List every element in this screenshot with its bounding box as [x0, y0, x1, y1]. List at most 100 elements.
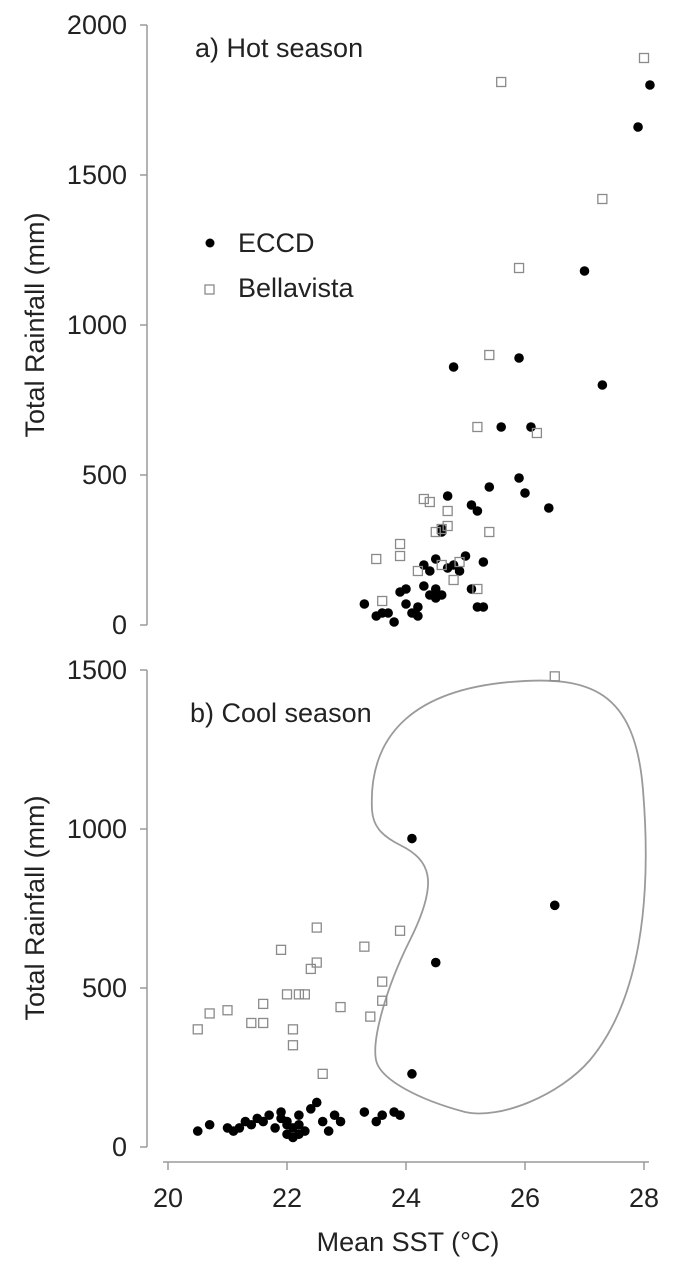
- data-point-eccd: [419, 581, 429, 591]
- data-point-bellavista: [293, 989, 305, 1000]
- data-point-eccd: [359, 1107, 370, 1117]
- data-point-eccd: [442, 491, 453, 501]
- data-point-eccd: [264, 1110, 274, 1120]
- data-point-eccd: [520, 488, 530, 498]
- data-point-bellavista: [258, 1017, 269, 1029]
- data-point-eccd: [413, 602, 423, 612]
- y-tick-label: 0: [112, 1132, 127, 1162]
- data-point-bellavista: [484, 349, 495, 361]
- data-point-eccd: [436, 524, 447, 534]
- data-point-eccd: [472, 506, 483, 516]
- legend-label-bellavista: Bellavista: [238, 273, 355, 303]
- data-point-eccd: [466, 500, 477, 510]
- data-point-bellavista: [496, 76, 507, 88]
- data-point-bellavista: [454, 556, 465, 568]
- y-ticks-b: 0 500 1000 1500: [67, 655, 147, 1162]
- data-point-bellavista: [275, 944, 287, 955]
- plot-points-b: [192, 671, 560, 1143]
- data-point-bellavista: [394, 550, 406, 562]
- data-point-bellavista: [377, 976, 388, 987]
- y-tick-label: 1000: [67, 814, 127, 844]
- panel-title-b: b) Cool season: [190, 698, 372, 728]
- data-point-eccd: [294, 1129, 304, 1140]
- data-point-bellavista: [335, 1001, 346, 1013]
- y-tick-label: 2000: [67, 10, 127, 40]
- data-point-eccd: [544, 503, 554, 513]
- x-tick-label: 28: [629, 1183, 659, 1213]
- high-sst-outline: [371, 679, 647, 1115]
- data-point-bellavista: [430, 526, 441, 538]
- data-point-eccd: [460, 551, 471, 561]
- data-point-bellavista: [472, 421, 483, 433]
- data-point-bellavista: [448, 574, 459, 586]
- data-point-bellavista: [365, 1011, 376, 1022]
- y-tick-label: 500: [82, 973, 127, 1003]
- data-point-eccd: [371, 1116, 382, 1127]
- y-tick-label: 0: [112, 610, 127, 640]
- data-point-eccd: [645, 80, 655, 90]
- data-point-eccd: [294, 1119, 304, 1130]
- data-point-bellavista: [317, 1068, 328, 1080]
- y-ticks-a: 0 500 1000 1500 2000: [67, 10, 147, 640]
- data-point-eccd: [466, 584, 477, 594]
- data-point-bellavista: [222, 1005, 233, 1016]
- data-point-eccd: [436, 590, 447, 600]
- data-point-bellavista: [204, 1008, 215, 1019]
- panel-cool-season: 0 500 1000 1500 20 22 24 26 28 b) Cool season T…: [20, 655, 659, 1257]
- data-point-eccd: [317, 1116, 328, 1127]
- data-point-eccd: [359, 599, 370, 609]
- data-point-eccd: [407, 1069, 417, 1079]
- x-tick-label: 20: [153, 1183, 183, 1213]
- data-point-eccd: [395, 1110, 405, 1120]
- data-point-eccd: [549, 900, 560, 911]
- data-point-eccd: [407, 833, 417, 844]
- x-tick-label: 26: [510, 1183, 540, 1213]
- panel-hot-season: 0 500 1000 1500 2000 a) Hot season Total Rai…: [20, 10, 655, 640]
- data-point-bellavista: [412, 565, 424, 577]
- data-point-bellavista: [377, 995, 388, 1006]
- data-point-bellavista: [305, 963, 316, 975]
- data-point-bellavista: [371, 553, 382, 565]
- data-point-bellavista: [394, 538, 406, 550]
- data-point-bellavista: [436, 559, 447, 571]
- legend: ECCD Bellavista: [204, 228, 355, 303]
- data-point-eccd: [496, 422, 507, 432]
- data-point-eccd: [425, 566, 435, 576]
- data-point-eccd: [204, 1119, 215, 1130]
- data-point-eccd: [240, 1116, 251, 1127]
- y-tick-label: 1500: [67, 655, 127, 685]
- data-point-bellavista: [311, 957, 322, 968]
- y-axis-title-a: Total Rainfall (mm): [20, 212, 50, 437]
- data-point-eccd: [306, 1104, 316, 1114]
- data-point-eccd: [413, 611, 423, 621]
- data-point-bellavista: [359, 941, 370, 952]
- data-point-eccd: [234, 1123, 245, 1133]
- data-point-eccd: [514, 353, 524, 363]
- data-point-bellavista: [531, 427, 543, 439]
- data-point-eccd: [633, 122, 643, 132]
- data-point-eccd: [484, 482, 495, 492]
- legend-marker-bellavista: [204, 284, 215, 295]
- data-point-eccd: [276, 1113, 286, 1124]
- data-point-bellavista: [287, 1024, 299, 1035]
- y-axis-title-b: Total Rainfall (mm): [20, 795, 50, 1020]
- plot-points-a: [359, 52, 655, 627]
- data-point-bellavista: [436, 523, 447, 535]
- data-point-eccd: [270, 1123, 280, 1133]
- data-point-eccd: [526, 422, 536, 432]
- data-point-eccd: [448, 560, 459, 570]
- data-point-bellavista: [442, 520, 453, 532]
- x-axis-title: Mean SST (°C): [317, 1227, 500, 1257]
- data-point-bellavista: [597, 193, 608, 205]
- data-point-bellavista: [377, 595, 388, 607]
- data-point-eccd: [419, 560, 429, 570]
- data-point-bellavista: [472, 583, 483, 595]
- data-point-eccd: [448, 362, 459, 372]
- y-tick-label: 1500: [67, 160, 127, 190]
- data-point-eccd: [383, 608, 393, 618]
- x-tick-label: 24: [391, 1183, 421, 1213]
- data-point-eccd: [323, 1126, 334, 1136]
- data-point-bellavista: [192, 1024, 203, 1035]
- legend-marker-eccd: [205, 238, 215, 248]
